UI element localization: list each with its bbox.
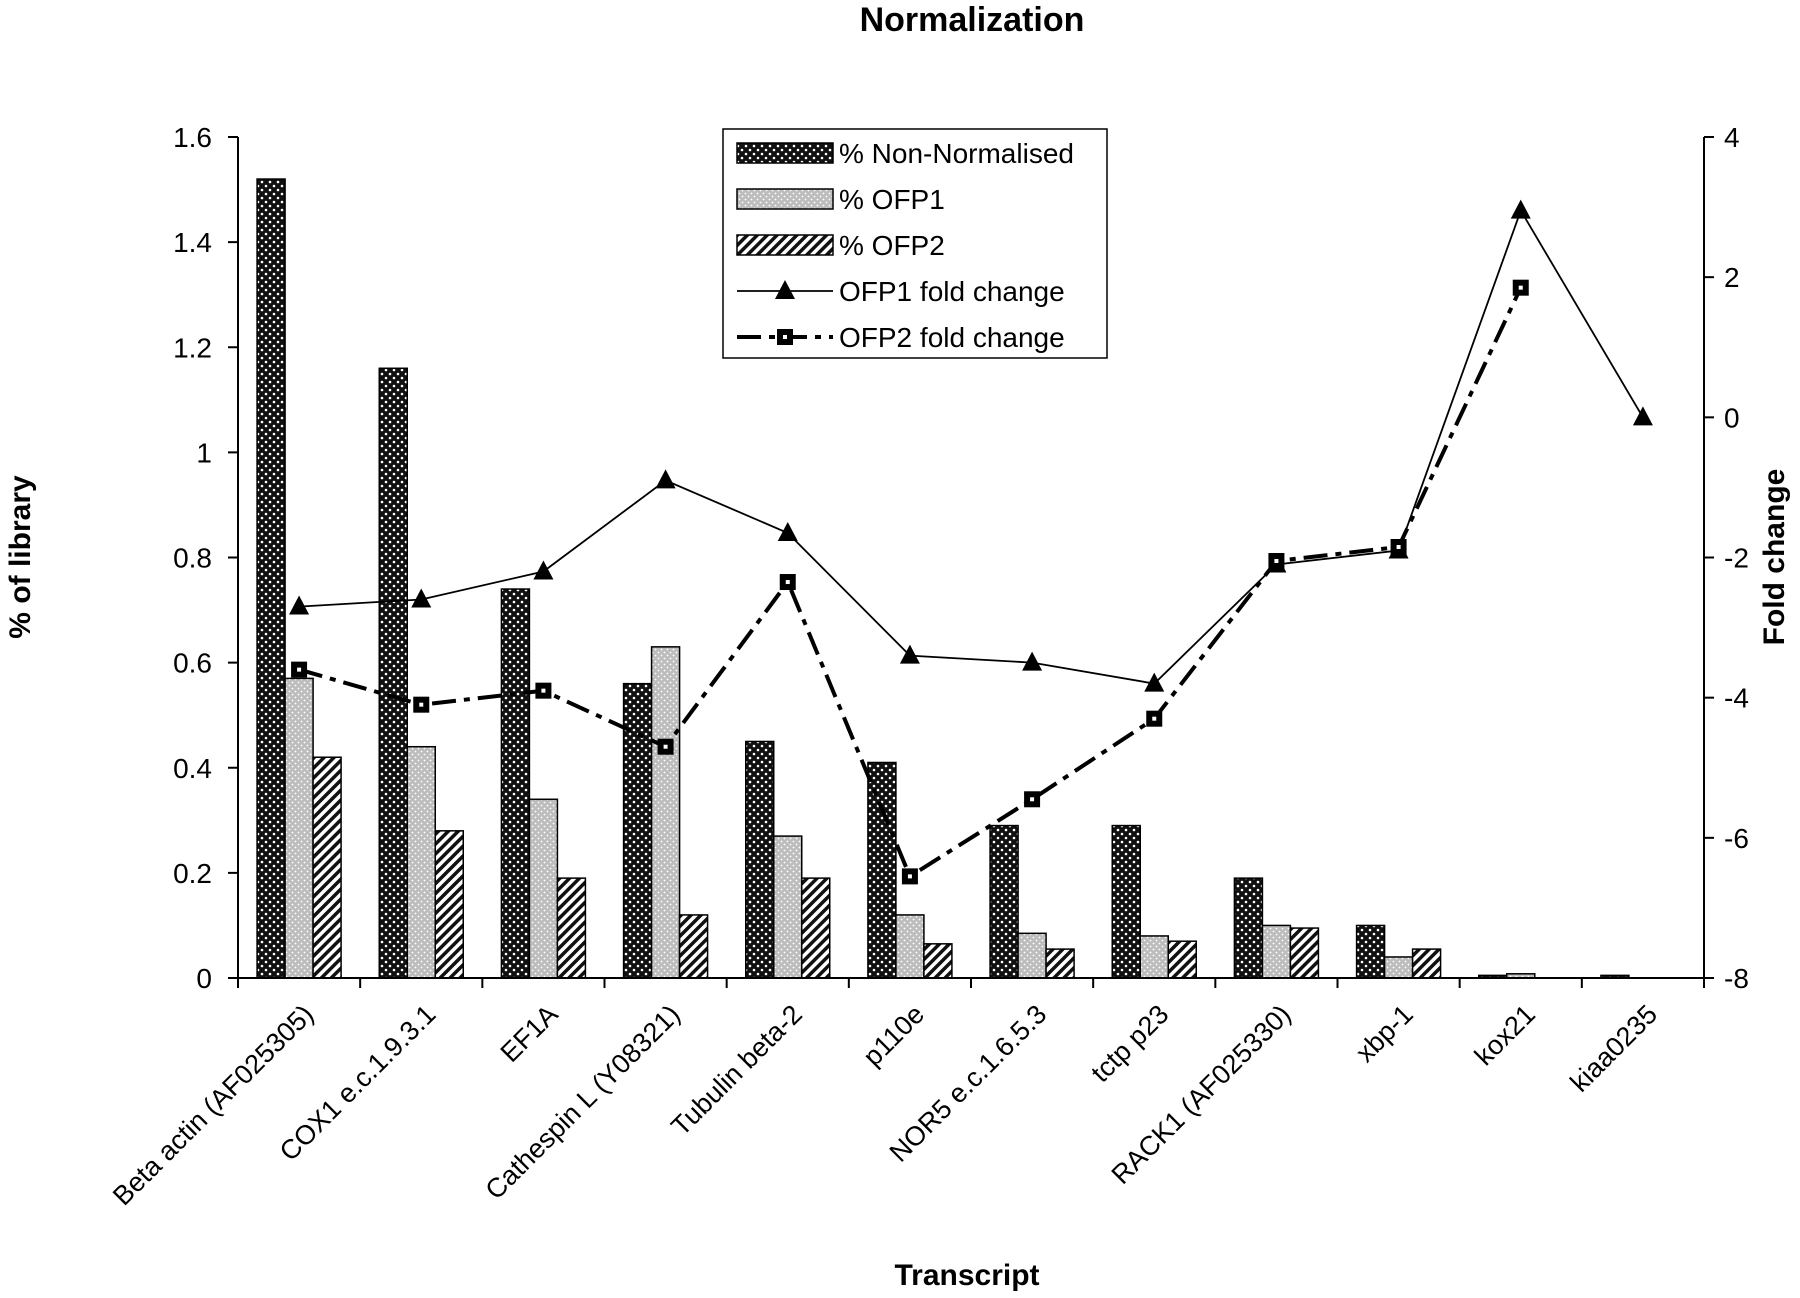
y-tick-label: 0.8 bbox=[173, 543, 212, 574]
y-tick-label: 1 bbox=[196, 437, 212, 468]
bar-non-normalised-p110e bbox=[867, 761, 897, 979]
point-ofp2-fold-change-beta-actin-af025305-center bbox=[297, 667, 302, 672]
y-tick-label: 0 bbox=[196, 963, 212, 994]
y-tick-label: 1.4 bbox=[173, 227, 212, 258]
category-label-tctp-p23: tctp p23 bbox=[1085, 999, 1174, 1088]
point-ofp1-fold-change-cathespin-l-y08321 bbox=[655, 469, 676, 489]
bar-non-normalised-xbp-1 bbox=[1355, 924, 1386, 979]
category-label-tubulin-beta-2: Tubulin beta-2 bbox=[665, 999, 808, 1142]
legend: % Non-Normalised % OFP1 % OFP2 OFP1 fold ch… bbox=[722, 128, 1108, 359]
legend-swatch-ofp2 bbox=[736, 234, 834, 256]
point-ofp2-fold-change-cathespin-l-y08321-center bbox=[663, 744, 668, 749]
bar-ofp1-beta-actin-af025305 bbox=[284, 677, 314, 979]
point-ofp2-fold-change-xbp-1-center bbox=[1396, 544, 1401, 549]
y-tick-label: 0.2 bbox=[173, 858, 212, 889]
bar-ofp2-beta-actin-af025305 bbox=[312, 756, 342, 979]
bar-ofp2-nor5-e-c-1-6-5-3 bbox=[1045, 948, 1075, 979]
y2-tick-label: 0 bbox=[1724, 402, 1740, 433]
y2-tick-label: -6 bbox=[1724, 823, 1749, 854]
point-ofp1-fold-change-beta-actin-af025305 bbox=[289, 595, 310, 615]
bar-non-normalised-nor5-e-c-1-6-5-3 bbox=[989, 824, 1019, 979]
legend-swatch-non-normalised bbox=[736, 142, 834, 164]
bar-non-normalised-beta-actin-af025305 bbox=[256, 178, 286, 979]
bar-ofp2-p110e bbox=[923, 943, 953, 979]
y2-axis-label: Fold change bbox=[1758, 469, 1791, 646]
bar-ofp2-ef1a bbox=[556, 877, 587, 979]
category-label-ef1a: EF1A bbox=[495, 999, 564, 1068]
y-tick-label: 1.2 bbox=[173, 332, 212, 363]
fold-change-lines-group bbox=[289, 199, 1653, 885]
category-label-kox21: kox21 bbox=[1469, 999, 1541, 1071]
point-ofp2-fold-change-kox21-center bbox=[1518, 285, 1523, 290]
x-axis-label: Transcript bbox=[894, 1259, 1039, 1292]
point-ofp1-fold-change-kox21 bbox=[1510, 199, 1531, 219]
bar-ofp1-tctp-p23 bbox=[1139, 935, 1169, 979]
point-ofp1-fold-change-kiaa0235 bbox=[1632, 406, 1653, 426]
category-label-kiaa0235: kiaa0235 bbox=[1564, 999, 1663, 1098]
bar-ofp1-xbp-1 bbox=[1383, 956, 1414, 979]
legend-label-ofp1-fold-change: OFP1 fold change bbox=[839, 276, 1065, 307]
point-ofp2-fold-change-ef1a-center bbox=[541, 688, 546, 693]
category-label-p110e: p110e bbox=[857, 999, 930, 1072]
bar-non-normalised-tctp-p23 bbox=[1111, 824, 1141, 979]
bar-ofp2-xbp-1 bbox=[1411, 948, 1442, 979]
category-label-xbp-1: xbp-1 bbox=[1350, 999, 1419, 1068]
category-label-beta-actin-af025305: Beta actin (AF025305) bbox=[107, 999, 319, 1211]
bar-ofp1-nor5-e-c-1-6-5-3 bbox=[1017, 932, 1047, 979]
bar-non-normalised-ef1a bbox=[500, 588, 531, 979]
bar-ofp1-rack1-af025330 bbox=[1261, 924, 1292, 979]
point-ofp1-fold-change-tctp-p23 bbox=[1144, 672, 1165, 692]
chart-title: Normalization bbox=[860, 1, 1085, 39]
y2-tick-label: 2 bbox=[1724, 262, 1740, 293]
point-ofp1-fold-change-cox1-e-c-1-9-3-1 bbox=[411, 588, 432, 608]
legend-label-ofp1: % OFP1 bbox=[839, 184, 945, 215]
bar-ofp1-cox1-e-c-1-9-3-1 bbox=[406, 745, 436, 979]
legend-label-ofp2-fold-change: OFP2 fold change bbox=[839, 322, 1065, 353]
bar-ofp2-cathespin-l-y08321 bbox=[678, 914, 709, 979]
line-ofp1-fold-change bbox=[299, 208, 1644, 685]
bar-ofp2-rack1-af025330 bbox=[1289, 927, 1320, 979]
bar-ofp1-cathespin-l-y08321 bbox=[650, 646, 681, 979]
y-tick-label: 1.6 bbox=[173, 122, 212, 153]
point-ofp2-fold-change-tctp-p23-center bbox=[1152, 716, 1157, 721]
point-ofp1-fold-change-nor5-e-c-1-6-5-3 bbox=[1022, 651, 1043, 671]
bar-ofp1-ef1a bbox=[528, 798, 559, 979]
point-ofp1-fold-change-p110e bbox=[899, 644, 920, 664]
bar-non-normalised-tubulin-beta-2 bbox=[745, 740, 775, 979]
y2-tick-label: -8 bbox=[1724, 963, 1749, 994]
point-ofp2-fold-change-cox1-e-c-1-9-3-1-center bbox=[419, 702, 424, 707]
legend-marker-ofp1-fold-change bbox=[775, 280, 795, 299]
point-ofp1-fold-change-ef1a bbox=[533, 560, 554, 580]
bars-group bbox=[256, 178, 1630, 979]
point-ofp1-fold-change-tubulin-beta-2 bbox=[777, 521, 798, 541]
bar-ofp1-p110e bbox=[895, 914, 925, 979]
legend-swatch-ofp1 bbox=[736, 188, 834, 210]
x-ticks-group: Beta actin (AF025305)COX1 e.c.1.9.3.1 EF1… bbox=[107, 978, 1705, 1211]
point-ofp2-fold-change-nor5-e-c-1-6-5-3-center bbox=[1030, 797, 1035, 802]
y-axis-label: % of library bbox=[4, 475, 37, 639]
legend-label-non-normalised: % Non-Normalised bbox=[839, 138, 1074, 169]
bar-ofp2-tctp-p23 bbox=[1167, 940, 1197, 979]
y2-tick-label: -2 bbox=[1724, 543, 1749, 574]
point-ofp2-fold-change-p110e-center bbox=[907, 874, 912, 879]
point-ofp2-fold-change-tubulin-beta-2-center bbox=[785, 580, 790, 585]
bar-ofp2-tubulin-beta-2 bbox=[801, 877, 831, 979]
legend-label-ofp2: % OFP2 bbox=[839, 230, 945, 261]
bar-non-normalised-rack1-af025330 bbox=[1233, 877, 1264, 979]
right-ticks-group: -8 -6 -4 -2 0 2 4 bbox=[1704, 122, 1749, 994]
bar-ofp2-cox1-e-c-1-9-3-1 bbox=[434, 830, 464, 979]
left-ticks-group: 0 0.2 0.4 0.6 0.8 1 1.2 1.4 1.6 bbox=[173, 122, 238, 994]
bar-ofp1-tubulin-beta-2 bbox=[773, 835, 803, 979]
line-ofp2-fold-change bbox=[298, 286, 1523, 880]
y-tick-label: 0.6 bbox=[173, 648, 212, 679]
legend-marker-ofp2-fold-change-center bbox=[783, 335, 787, 339]
point-ofp2-fold-change-rack1-af025330-center bbox=[1274, 559, 1279, 564]
y-tick-label: 0.4 bbox=[173, 753, 212, 784]
y2-tick-label: 4 bbox=[1724, 122, 1740, 153]
bar-non-normalised-cox1-e-c-1-9-3-1 bbox=[378, 367, 408, 979]
y2-tick-label: -4 bbox=[1724, 683, 1749, 714]
